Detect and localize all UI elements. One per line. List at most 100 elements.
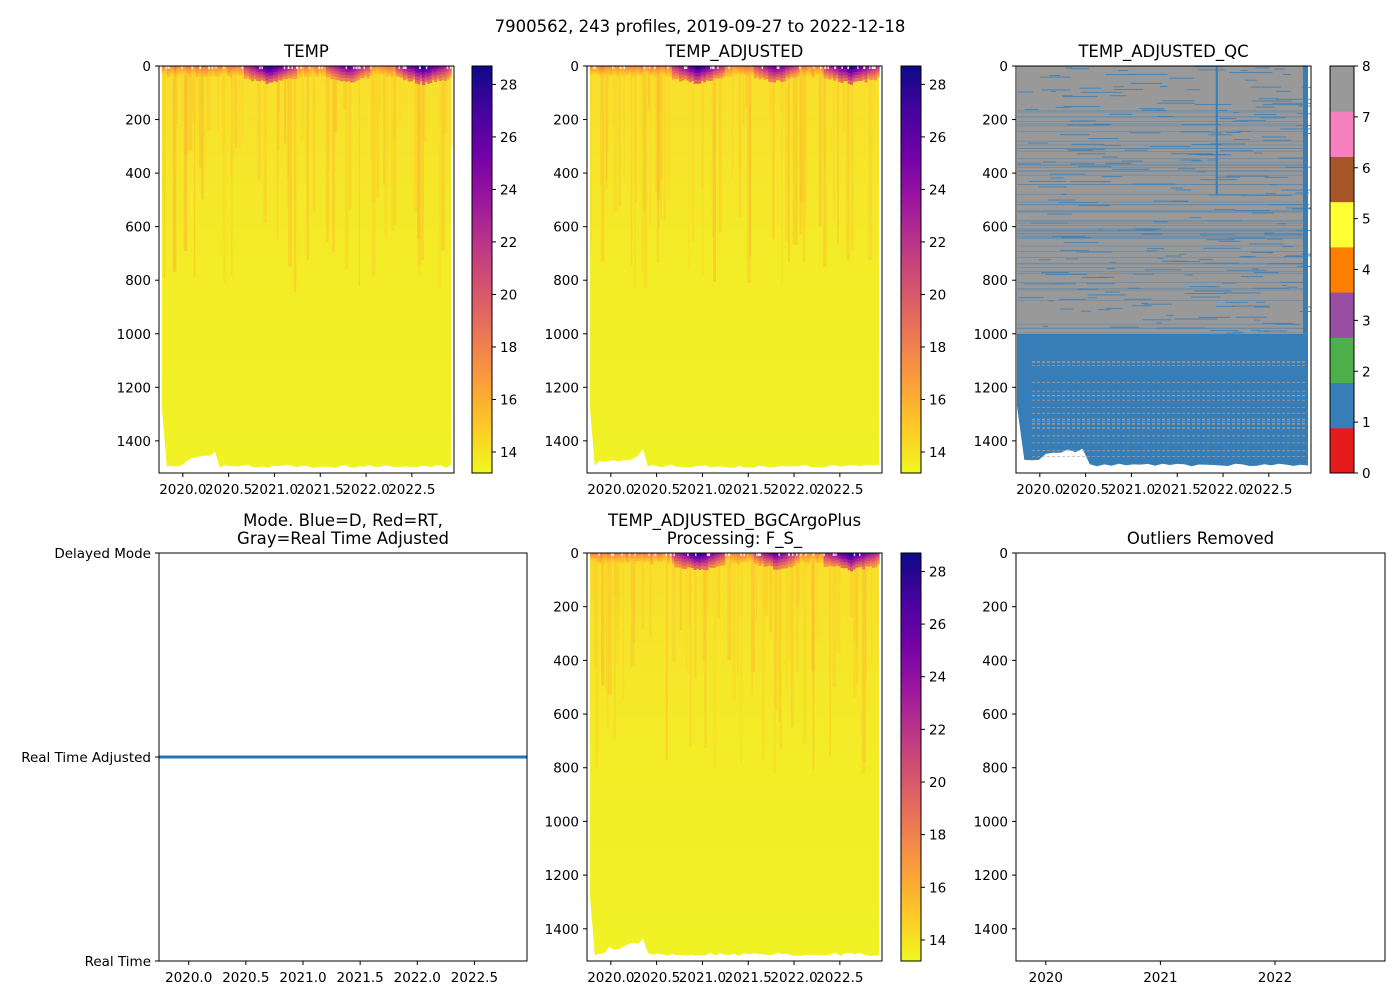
y-tick-label: 1400 <box>974 922 1008 938</box>
surface-cell <box>739 558 743 561</box>
y-tick-label: 1200 <box>117 380 151 396</box>
y-tick-label: 0 <box>999 59 1008 75</box>
temperature-streak <box>605 553 609 695</box>
missing-cell <box>623 66 625 69</box>
surface-cell <box>410 74 414 79</box>
surface-cell <box>787 555 791 559</box>
qc-flag-1-cell <box>1105 291 1120 293</box>
temperature-streak <box>718 66 722 233</box>
surface-cell <box>655 74 658 77</box>
temperature-streak <box>790 553 794 727</box>
surface-cell <box>792 555 796 559</box>
qc-flag-1-cell <box>1109 326 1139 328</box>
surface-cell <box>282 75 286 79</box>
surface-cell <box>633 71 637 74</box>
surface-cell <box>609 69 613 72</box>
surface-cell <box>623 73 627 76</box>
surface-cell <box>386 70 389 73</box>
surface-cell <box>679 558 683 562</box>
surface-cell <box>614 559 618 562</box>
temperature-streak <box>691 66 695 242</box>
surface-cell <box>828 557 832 561</box>
surface-cell <box>720 553 723 556</box>
surface-cell <box>352 72 356 76</box>
surface-cell <box>681 553 685 557</box>
surface-cell <box>328 68 332 71</box>
surface-cell <box>398 72 401 75</box>
surface-cell <box>736 70 740 73</box>
surface-cell <box>818 71 822 74</box>
temperature-streak <box>795 553 800 605</box>
surface-cell <box>594 66 598 69</box>
qc-flag-1-cell <box>1098 309 1111 311</box>
surface-cell <box>645 70 649 73</box>
temperature-streak <box>326 66 329 242</box>
surface-cell <box>777 565 781 570</box>
qc-flag-1-cell <box>1225 332 1240 334</box>
surface-cell <box>174 66 177 69</box>
surface-cell <box>643 71 646 74</box>
surface-cell <box>342 66 346 70</box>
surface-cell <box>852 75 856 79</box>
surface-cell <box>376 71 380 74</box>
surface-cell <box>816 71 820 74</box>
surface-cell <box>765 70 769 74</box>
surface-cell <box>662 71 666 74</box>
surface-cell <box>429 79 433 83</box>
surface-cell <box>811 557 815 560</box>
surface-cell <box>732 558 736 562</box>
surface-cell <box>814 554 817 557</box>
surface-cell <box>410 69 414 73</box>
surface-cell <box>597 66 601 69</box>
qc-flag-1-row <box>1017 144 1308 146</box>
colorbar-tick-label: 16 <box>500 392 517 408</box>
plot-frame <box>1015 552 1386 962</box>
surface-cell <box>243 73 247 77</box>
surface-cell <box>376 67 380 70</box>
qc-flag-1-cell <box>1264 176 1288 178</box>
temperature-streak <box>230 66 234 177</box>
surface-cell <box>446 71 450 75</box>
surface-cell <box>316 68 320 71</box>
surface-cell <box>268 72 271 77</box>
surface-cell <box>414 72 418 77</box>
surface-cell <box>633 556 637 560</box>
surface-cell <box>400 72 404 76</box>
surface-cell <box>741 559 745 562</box>
panel-title: TEMP_ADJUSTED_QC <box>1077 42 1248 62</box>
surface-cell <box>801 66 805 69</box>
qc-flag-1-cell <box>1066 124 1109 126</box>
surface-cell <box>176 71 180 75</box>
surface-cell <box>162 70 165 73</box>
surface-cell <box>227 66 230 69</box>
surface-cell <box>215 72 218 75</box>
surface-cell <box>299 71 303 75</box>
qc-flag-1-cell <box>1279 157 1305 159</box>
qc-flag-1-cell <box>1160 86 1168 87</box>
qc-flag-1-row <box>1017 251 1308 252</box>
surface-cell <box>373 70 377 73</box>
surface-cell <box>821 69 825 72</box>
y-tick-label: 400 <box>982 166 1008 182</box>
surface-cell <box>818 559 822 562</box>
colorbar-tick-label: 20 <box>929 775 946 791</box>
surface-cell <box>388 73 392 76</box>
surface-cell <box>436 71 440 75</box>
missing-cell <box>308 66 311 69</box>
surface-cell <box>342 77 346 81</box>
temperature-streak <box>286 66 289 209</box>
surface-cell <box>698 562 702 567</box>
surface-cell <box>688 75 692 79</box>
surface-cell <box>364 71 368 75</box>
surface-cell <box>621 73 625 77</box>
surface-cell <box>412 71 416 75</box>
temperature-streak <box>701 66 704 276</box>
surface-cell <box>422 73 426 78</box>
surface-cell <box>722 553 726 556</box>
surface-cell <box>393 66 397 69</box>
y-tick-label: 600 <box>553 220 579 236</box>
surface-cell <box>789 72 793 75</box>
surface-cell <box>804 559 808 562</box>
surface-cell <box>871 558 875 562</box>
surface-cell <box>814 67 817 70</box>
